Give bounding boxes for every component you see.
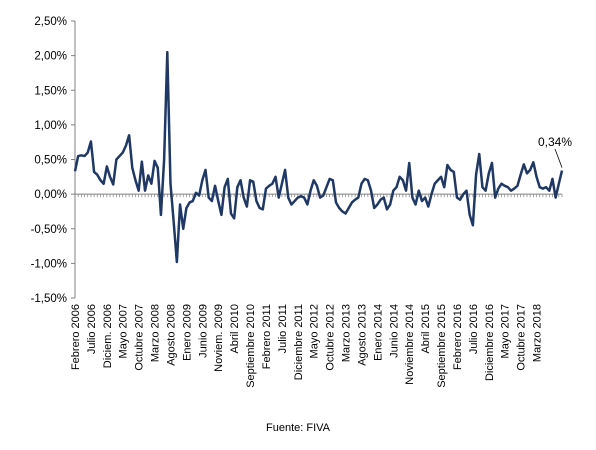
last-value-annotation: 0,34% xyxy=(538,135,572,149)
x-tick-label: Junio 2009 xyxy=(197,304,209,358)
x-tick-label: Diciembre 2011 xyxy=(293,304,305,380)
x-tick-label: Marzo 2018 xyxy=(532,304,544,362)
y-tick-label: 0,50% xyxy=(34,155,67,167)
x-tick-label: Febrero 2016 xyxy=(452,304,464,370)
x-tick-label: Septiembre 2015 xyxy=(436,304,448,388)
x-tick-label: Abril 2010 xyxy=(229,304,241,354)
series-line xyxy=(73,50,564,264)
x-tick-label: Febrero 2011 xyxy=(261,304,273,369)
x-axis: Febrero 2006 Julio 2006 Diciem. 2006 Mayo 2… xyxy=(70,193,563,388)
x-tick-label: Marzo 2013 xyxy=(341,304,353,362)
y-tick-label: 1,50% xyxy=(34,85,67,97)
annotation-leader-line xyxy=(554,148,563,168)
y-tick-label: 2,00% xyxy=(34,51,67,63)
x-tick-label: Mayo 2012 xyxy=(309,304,321,358)
x-tick-label: Febrero 2006 xyxy=(70,304,82,370)
x-tick-label: Octubre 2017 xyxy=(516,304,528,371)
y-tick-label: 2,50% xyxy=(34,16,67,28)
x-tick-label: Julio 2011 xyxy=(277,304,289,353)
y-tick-label: 0,00% xyxy=(34,189,67,201)
x-tick-label: Enero 2009 xyxy=(181,304,193,361)
x-tick-label: Agosto 2013 xyxy=(356,304,368,366)
x-tick-label: Noviem. 2009 xyxy=(213,304,225,372)
x-tick-label: Septiembre 2010 xyxy=(245,304,257,388)
source-note: Fuente: FIVA xyxy=(266,422,330,434)
x-tick-label: Julio 2006 xyxy=(86,304,98,354)
x-tick-label: Julio 2016 xyxy=(468,304,480,354)
x-tick-label: Octubre 2012 xyxy=(325,304,337,371)
x-tick-label: Junio 2014 xyxy=(388,304,400,358)
x-tick-label: Diciembre 2016 xyxy=(484,304,496,381)
y-tick-label: 1,00% xyxy=(34,120,67,132)
y-axis: -1,50% -1,00% -0,50% 0,00% 0,50% 1,00% 1,50% 2,… xyxy=(31,16,76,305)
x-tick-label: Octubre 2007 xyxy=(134,304,146,371)
x-tick-label: Agosto 2008 xyxy=(165,304,177,366)
x-tick-label: Enero 2014 xyxy=(372,304,384,361)
x-tick-label: Abril 2015 xyxy=(420,304,432,354)
series-group xyxy=(73,50,564,264)
x-tick-label: Marzo 2008 xyxy=(150,304,162,362)
x-tick-label: Mayo 2007 xyxy=(118,304,130,358)
y-tick-label: -0,50% xyxy=(31,224,67,236)
x-tick-label: Diciem. 2006 xyxy=(102,304,114,368)
x-tick-label: Mayo 2017 xyxy=(500,304,512,358)
y-tick-label: -1,50% xyxy=(31,293,67,305)
y-tick-label: -1,00% xyxy=(31,258,67,270)
x-tick-label: Noviembre 2014 xyxy=(404,304,416,385)
